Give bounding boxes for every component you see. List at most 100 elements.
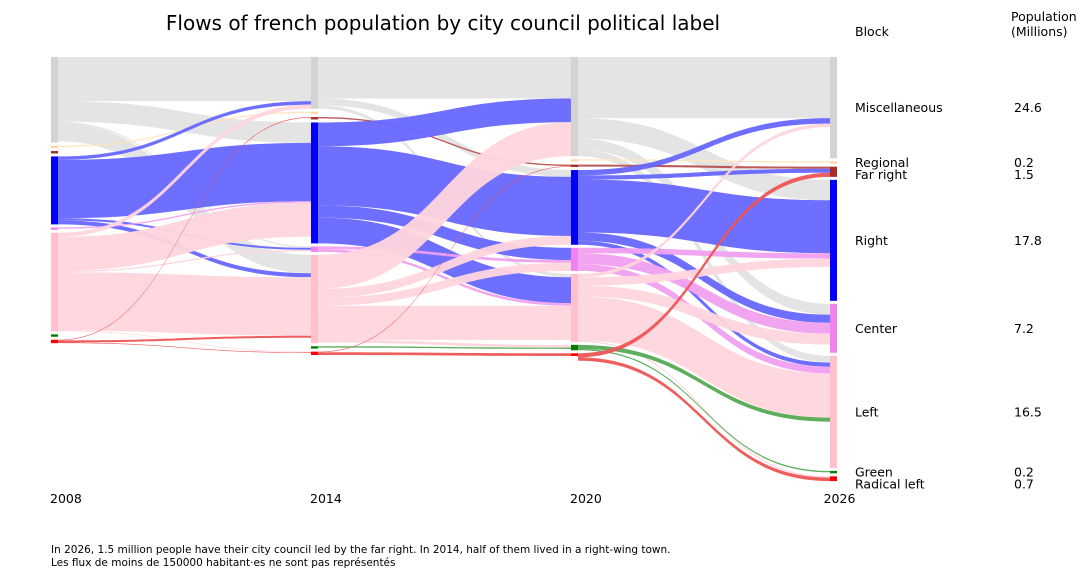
- flow-2008-radical-left-to-left: [58, 335, 311, 343]
- flow-2014-left-to-center: [318, 262, 571, 306]
- flow-2008-left-to-right: [58, 202, 311, 271]
- node-right-2020: [571, 170, 578, 245]
- block-labels: Miscellaneous 24.6 Regional 0.2 Far right 1.5…: [855, 100, 1042, 491]
- flow-2020-left-to-miscellaneous: [578, 123, 830, 278]
- node-right-2014: [311, 122, 318, 244]
- node-radical-left-2014: [311, 351, 318, 356]
- flow-2008-left-to-center: [58, 249, 311, 273]
- year-label-2008: 2008: [50, 491, 82, 506]
- node-far-right-2020: [571, 164, 578, 168]
- block-label-left: Left: [855, 404, 879, 419]
- node-right-2026: [830, 179, 837, 301]
- node-radical-left-2026: [830, 476, 837, 482]
- chart-title: Flows of french population by city counc…: [166, 11, 720, 35]
- node-green-2008: [51, 334, 58, 337]
- flow-2014-far-right-to-far-right: [318, 117, 571, 166]
- flow-2008-radical-left-to-far-right: [58, 117, 311, 341]
- block-label-far-right: Far right: [855, 167, 907, 182]
- flows-layer: [58, 57, 830, 482]
- flow-2020-right-to-far-right: [578, 168, 830, 180]
- flow-2014-left-to-left: [318, 305, 571, 340]
- flow-2020-regional-to-regional: [578, 159, 830, 163]
- flow-2020-radical-left-to-radical-left: [578, 357, 830, 482]
- block-label-miscellaneous: Miscellaneous: [855, 100, 943, 115]
- flow-2014-right-to-miscellaneous: [318, 98, 571, 147]
- flow-2008-miscellaneous-to-miscellaneous: [58, 57, 311, 102]
- year-label-2014: 2014: [310, 491, 342, 506]
- flow-2014-miscellaneous-to-miscellaneous: [318, 57, 571, 99]
- flow-2014-right-to-left: [318, 217, 571, 304]
- flow-2008-miscellaneous-to-right: [58, 101, 311, 143]
- flow-2020-miscellaneous-to-left: [578, 149, 830, 363]
- node-green-2014: [311, 346, 318, 349]
- population-header-line1: Population: [1011, 9, 1077, 24]
- flow-2020-right-to-miscellaneous: [578, 118, 830, 176]
- node-regional-2008: [51, 145, 58, 149]
- node-regional-2020: [571, 159, 578, 162]
- node-green-2026: [830, 470, 837, 474]
- population-value-green: 0.2: [1014, 465, 1034, 480]
- node-left-2008: [51, 232, 58, 332]
- node-center-2020: [571, 247, 578, 271]
- nodes-layer: [51, 57, 837, 482]
- flow-2020-green-to-green: [578, 348, 830, 473]
- block-label-green: Green: [855, 465, 893, 480]
- node-far-right-2014: [311, 117, 318, 120]
- block-label-regional: Regional: [855, 155, 909, 170]
- flow-2014-left-to-miscellaneous: [318, 122, 571, 289]
- year-label-2026: 2026: [824, 491, 856, 506]
- flow-2020-right-to-right: [578, 179, 830, 254]
- node-far-right-2026: [830, 166, 837, 177]
- node-center-2014: [311, 246, 318, 252]
- node-center-2026: [830, 303, 837, 353]
- flow-2020-left-to-left: [578, 296, 830, 418]
- flow-2020-left-to-radical-left: [578, 340, 830, 478]
- flow-2014-center-to-left: [318, 249, 571, 306]
- flow-2008-center-to-right: [58, 201, 311, 229]
- flow-2020-center-to-right: [578, 247, 830, 259]
- population-value-radical-left: 0.7: [1014, 477, 1034, 492]
- population-header-line2: (Millions): [1011, 24, 1068, 39]
- node-green-2020: [571, 344, 578, 351]
- node-left-2020: [571, 273, 578, 342]
- flow-2008-left-to-radical-left: [58, 330, 311, 353]
- node-far-right-2008: [51, 151, 58, 154]
- block-label-radical-left: Radical left: [855, 477, 925, 492]
- population-value-miscellaneous: 24.6: [1014, 100, 1042, 115]
- node-left-2026: [830, 355, 837, 468]
- flow-2020-miscellaneous-to-right: [578, 118, 830, 201]
- year-label-2020: 2020: [570, 491, 602, 506]
- flow-2020-radical-left-to-far-right: [578, 172, 830, 358]
- flow-2020-left-to-right: [578, 258, 830, 286]
- flow-2008-left-to-miscellaneous: [58, 104, 311, 237]
- flow-2020-green-to-left: [578, 344, 830, 422]
- block-label-center: Center: [855, 321, 898, 336]
- block-label-right: Right: [855, 233, 888, 248]
- node-miscellaneous-2014: [311, 57, 318, 109]
- flow-2014-radical-left-to-radical-left: [318, 352, 571, 357]
- node-radical-left-2020: [571, 353, 578, 357]
- flow-2020-right-to-left: [578, 240, 830, 367]
- flow-2008-radical-left-to-radical-left: [58, 342, 311, 353]
- footnote-line-1: In 2026, 1.5 million people have their c…: [51, 544, 671, 556]
- year-axis: 2008 2014 2020 2026: [50, 491, 855, 506]
- node-left-2014: [311, 254, 318, 344]
- footnote-line-2: Les flux de moins de 150000 habitant·es …: [51, 557, 396, 569]
- flow-2020-left-to-center: [578, 285, 830, 345]
- node-radical-left-2008: [51, 339, 58, 344]
- flow-2020-right-to-center: [578, 232, 830, 323]
- flow-2020-center-to-center: [578, 253, 830, 334]
- node-center-2008: [51, 227, 58, 230]
- flow-2014-miscellaneous-to-right: [318, 98, 571, 177]
- block-header: Block: [855, 24, 890, 39]
- flow-2020-miscellaneous-to-miscellaneous: [578, 57, 830, 119]
- flow-2008-right-to-right: [58, 142, 311, 219]
- population-value-far-right: 1.5: [1014, 167, 1034, 182]
- node-miscellaneous-2008: [51, 57, 58, 143]
- node-regional-2014: [311, 111, 318, 115]
- population-value-left: 16.5: [1014, 404, 1042, 419]
- flow-2014-left-to-right: [318, 235, 571, 298]
- node-right-2008: [51, 156, 58, 225]
- population-value-center: 7.2: [1014, 321, 1034, 336]
